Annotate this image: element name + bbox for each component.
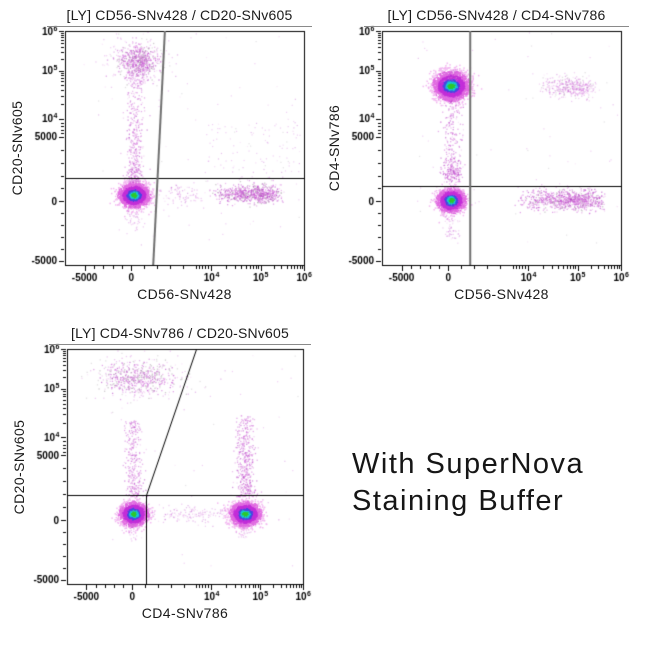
plot2-title: [LY] CD56-SNv428 / CD4-SNv786 (364, 7, 629, 27)
plot3-y-axis-label: CD20-SNv605 (11, 419, 27, 514)
caption-line-1: With SuperNova (352, 448, 585, 480)
plot1-x-axis-label: CD56-SNv428 (137, 286, 232, 302)
plot1-y-axis-label: CD20-SNv605 (9, 100, 25, 196)
plot3-title: [LY] CD4-SNv786 / CD20-SNv605 (49, 325, 311, 345)
plot1-title: [LY] CD56-SNv428 / CD20-SNv605 (47, 7, 312, 27)
plot3-x-axis-label: CD4-SNv786 (141, 605, 229, 621)
plot2-x-axis-label: CD56-SNv428 (454, 286, 549, 302)
caption: With SuperNova Staining Buffer (352, 446, 584, 520)
plot2-y-axis-label: CD4-SNv786 (326, 104, 342, 192)
caption-line-2: Staining Buffer (352, 485, 565, 517)
